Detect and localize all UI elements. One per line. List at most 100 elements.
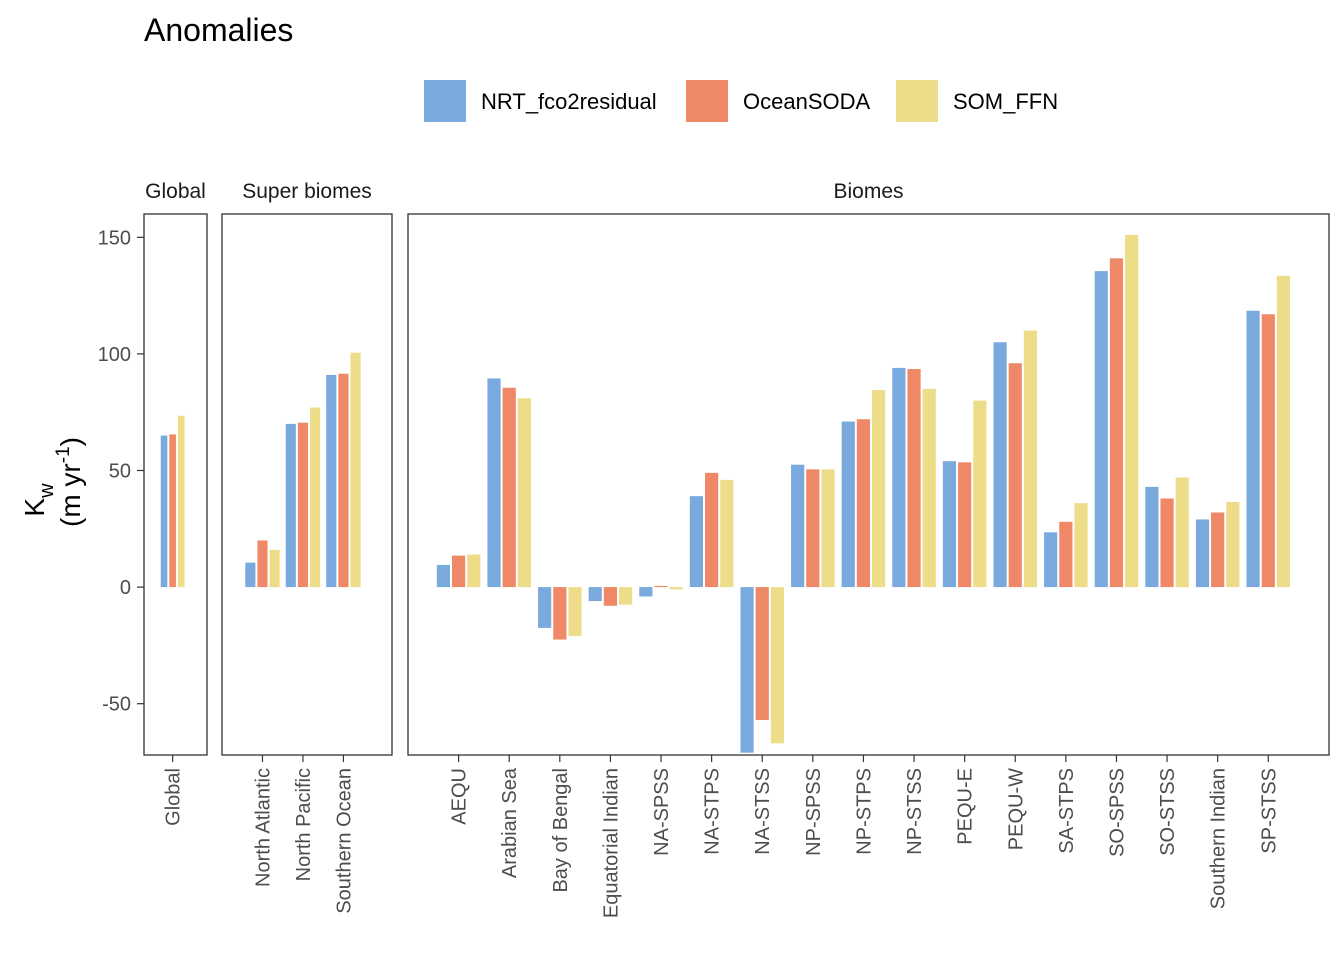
facet-panels: Global Global Super biomes North Atlantic No… [143,180,1330,918]
y-tick-label: 150 [98,227,131,249]
bar-pequ-e-nrt-fco2residual [942,461,957,588]
y-tick-label: -50 [102,694,131,716]
bar-na-spss-nrt-fco2residual [639,587,653,597]
bar-so-stss-nrt-fco2residual [1145,486,1159,588]
bar-na-stss-oceansoda [755,587,769,721]
bar-np-spss-oceansoda [806,469,820,588]
bar-sp-stss-oceansoda [1261,314,1275,588]
bar-bay-of-bengal-oceansoda [553,587,567,640]
x-tick-label-pequ-w: PEQU-W [1005,768,1027,850]
bar-np-spss-nrt-fco2residual [791,464,805,588]
legend-key-som-ffn [896,80,938,122]
x-tick-label-arabian-sea: Arabian Sea [499,767,521,878]
bar-equatorial-indian-som-ffn [619,587,633,605]
bar-na-spss-oceansoda [654,585,668,588]
bar-aequ-oceansoda [452,555,466,588]
bar-arabian-sea-oceansoda [502,387,516,588]
bar-pequ-w-oceansoda [1008,363,1022,588]
bar-southern-indian-oceansoda [1211,512,1225,588]
bar-np-spss-som-ffn [821,469,835,588]
bar-so-stss-oceansoda [1160,498,1174,588]
bar-sa-stps-nrt-fco2residual [1044,532,1058,588]
panel-strip-biomes: Biomes [833,180,903,203]
bar-so-spss-nrt-fco2residual [1094,271,1108,588]
chart-title: Anomalies [144,12,293,48]
x-tick-label-np-spss: NP-SPSS [803,768,825,856]
bar-so-spss-som-ffn [1125,234,1139,588]
x-tick-label-southern-indian: Southern Indian [1208,768,1230,909]
bar-southern-ocean-nrt-fco2residual [326,374,337,588]
bar-equatorial-indian-oceansoda [603,587,618,606]
y-axis-title: Kw (m yr-1) [19,437,86,527]
bar-so-spss-oceansoda [1109,258,1124,588]
x-tick-label-equatorial-indian: Equatorial Indian [600,768,622,918]
legend-key-oceansoda [686,80,728,122]
bar-np-stps-oceansoda [856,419,871,588]
x-tick-label-pequ-e: PEQU-E [955,768,977,845]
bar-np-stss-nrt-fco2residual [892,367,906,588]
x-tick-label-north-atlantic: North Atlantic [252,768,274,887]
x-tick-label-sa-stps: SA-STPS [1056,768,1078,854]
legend-key-nrt-fco2residual [424,80,466,122]
bar-na-stps-nrt-fco2residual [689,496,704,588]
bar-global-som-ffn [177,415,185,588]
bar-bay-of-bengal-som-ffn [568,587,582,637]
legend-label-som-ffn: SOM_FFN [953,89,1058,114]
panel-super-biomes: Super biomes North Atlantic North Pacific S… [221,180,393,914]
bar-equatorial-indian-nrt-fco2residual [588,587,602,602]
y-tick-label: 100 [98,344,131,366]
x-tick-label-na-stps: NA-STPS [702,768,724,855]
bar-na-stss-som-ffn [770,587,785,744]
bar-aequ-som-ffn [467,554,481,588]
bar-arabian-sea-som-ffn [517,398,531,588]
x-tick-label-global: Global [163,768,185,826]
x-tick-label-southern-ocean: Southern Ocean [333,768,355,914]
bar-np-stps-nrt-fco2residual [841,421,855,588]
bar-north-pacific-som-ffn [310,407,321,588]
x-tick-label-na-spss: NA-SPSS [651,768,673,856]
x-tick-label-np-stss: NP-STSS [904,768,926,855]
bar-global-nrt-fco2residual [160,435,168,588]
bar-north-atlantic-som-ffn [269,549,280,588]
y-axis-title-unit: (m yr-1) [53,437,86,527]
x-tick-label-aequ: AEQU [449,768,471,825]
panel-biomes: Biomes AEQU Arabian Sea Bay of Bengal Equato… [407,180,1330,918]
y-tick-label: 50 [109,461,131,483]
bar-southern-ocean-oceansoda [338,373,349,588]
bar-north-pacific-nrt-fco2residual [285,423,296,588]
legend-label-oceansoda: OceanSODA [743,89,870,114]
bar-north-atlantic-nrt-fco2residual [245,562,256,588]
x-tick-label-bay-of-bengal: Bay of Bengal [550,768,572,893]
bar-so-stss-som-ffn [1175,477,1189,588]
bar-southern-indian-nrt-fco2residual [1195,519,1210,588]
bar-pequ-e-som-ffn [973,400,987,588]
bar-global-oceansoda [169,434,176,588]
legend: NRT_fco2residual OceanSODA SOM_FFN [424,80,1058,122]
panel-global: Global Global [143,180,208,826]
bar-np-stss-oceansoda [907,369,921,588]
bar-sa-stps-som-ffn [1074,503,1088,588]
bar-sa-stps-oceansoda [1059,521,1073,588]
y-tick-label: 0 [120,577,131,599]
panel-border [407,213,1330,756]
legend-label-nrt-fco2residual: NRT_fco2residual [481,89,657,114]
bar-north-atlantic-oceansoda [257,540,268,588]
bar-bay-of-bengal-nrt-fco2residual [538,587,552,628]
x-tick-label-so-spss: SO-SPSS [1106,768,1128,857]
y-axis: -50 0 50 100 150 [98,227,144,716]
x-tick-label-np-stps: NP-STPS [853,768,875,855]
bar-np-stss-som-ffn [922,388,936,588]
bar-north-pacific-oceansoda [297,422,309,588]
bar-na-spss-som-ffn [669,587,683,590]
bar-na-stss-nrt-fco2residual [740,587,754,753]
bar-na-stps-oceansoda [705,472,719,588]
panel-border [143,213,208,756]
bar-sp-stss-nrt-fco2residual [1246,310,1260,588]
panel-border [221,213,393,756]
panel-strip-global: Global [145,180,206,203]
x-tick-label-sp-stss: SP-STSS [1258,768,1280,854]
panel-strip-super-biomes: Super biomes [242,180,372,203]
x-tick-label-na-stss: NA-STSS [752,768,774,855]
y-axis-title-symbol: Kw [19,483,58,517]
